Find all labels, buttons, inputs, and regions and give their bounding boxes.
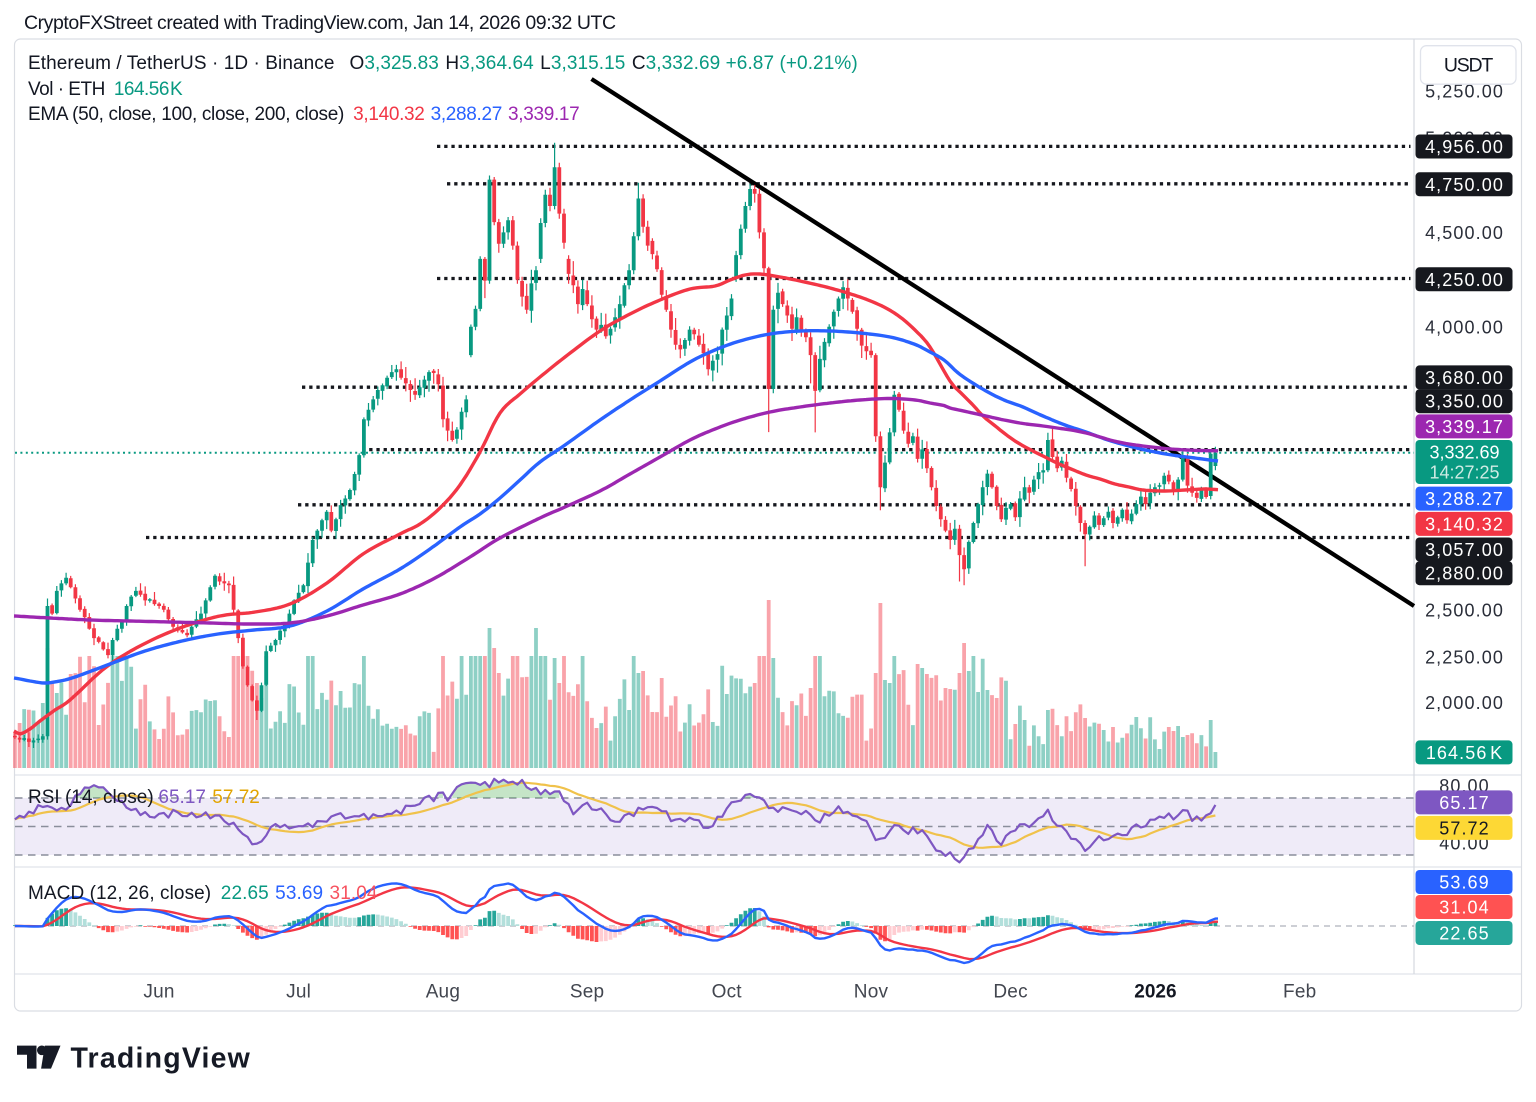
svg-text:4,250.00: 4,250.00 xyxy=(1425,270,1504,290)
svg-text:53.69: 53.69 xyxy=(1439,873,1490,893)
svg-text:3,350.00: 3,350.00 xyxy=(1425,392,1504,412)
svg-text:65.17: 65.17 xyxy=(1439,793,1490,813)
svg-text:3,680.00: 3,680.00 xyxy=(1425,368,1504,388)
svg-text:TradingView: TradingView xyxy=(71,1043,252,1075)
svg-text:Aug: Aug xyxy=(426,982,460,1003)
svg-text:2,500.00: 2,500.00 xyxy=(1425,600,1504,620)
svg-text:USDT: USDT xyxy=(1444,55,1494,77)
svg-text:3,140.32: 3,140.32 xyxy=(1425,514,1504,534)
svg-text:3,332.69: 3,332.69 xyxy=(1429,443,1499,463)
svg-text:Feb: Feb xyxy=(1283,982,1316,1003)
svg-text:Jul: Jul xyxy=(286,982,311,1003)
svg-text:164.56 K: 164.56 K xyxy=(1426,743,1503,763)
svg-text:4,956.00: 4,956.00 xyxy=(1425,137,1504,157)
svg-text:4,000.00: 4,000.00 xyxy=(1425,317,1504,337)
svg-text:31.04: 31.04 xyxy=(1439,898,1490,918)
svg-text:2,250.00: 2,250.00 xyxy=(1425,647,1504,667)
svg-text:4,500.00: 4,500.00 xyxy=(1425,223,1504,243)
svg-text:Jun: Jun xyxy=(143,982,174,1003)
svg-text:4,750.00: 4,750.00 xyxy=(1425,175,1504,195)
svg-text:Sep: Sep xyxy=(570,982,604,1003)
svg-text:Nov: Nov xyxy=(854,982,889,1003)
svg-text:2,880.00: 2,880.00 xyxy=(1425,564,1504,584)
svg-text:Oct: Oct xyxy=(712,982,743,1003)
svg-text:22.65: 22.65 xyxy=(1439,924,1490,944)
svg-text:Dec: Dec xyxy=(993,982,1027,1003)
svg-text:3,057.00: 3,057.00 xyxy=(1425,540,1504,560)
svg-text:57.72: 57.72 xyxy=(1439,818,1490,838)
svg-text:2,000.00: 2,000.00 xyxy=(1425,693,1504,713)
svg-text:3,339.17: 3,339.17 xyxy=(1425,417,1504,437)
svg-text:14:27:25: 14:27:25 xyxy=(1429,463,1499,483)
svg-text:5,250.00: 5,250.00 xyxy=(1425,82,1504,102)
svg-text:2026: 2026 xyxy=(1134,982,1176,1003)
svg-text:3,288.27: 3,288.27 xyxy=(1425,489,1504,509)
